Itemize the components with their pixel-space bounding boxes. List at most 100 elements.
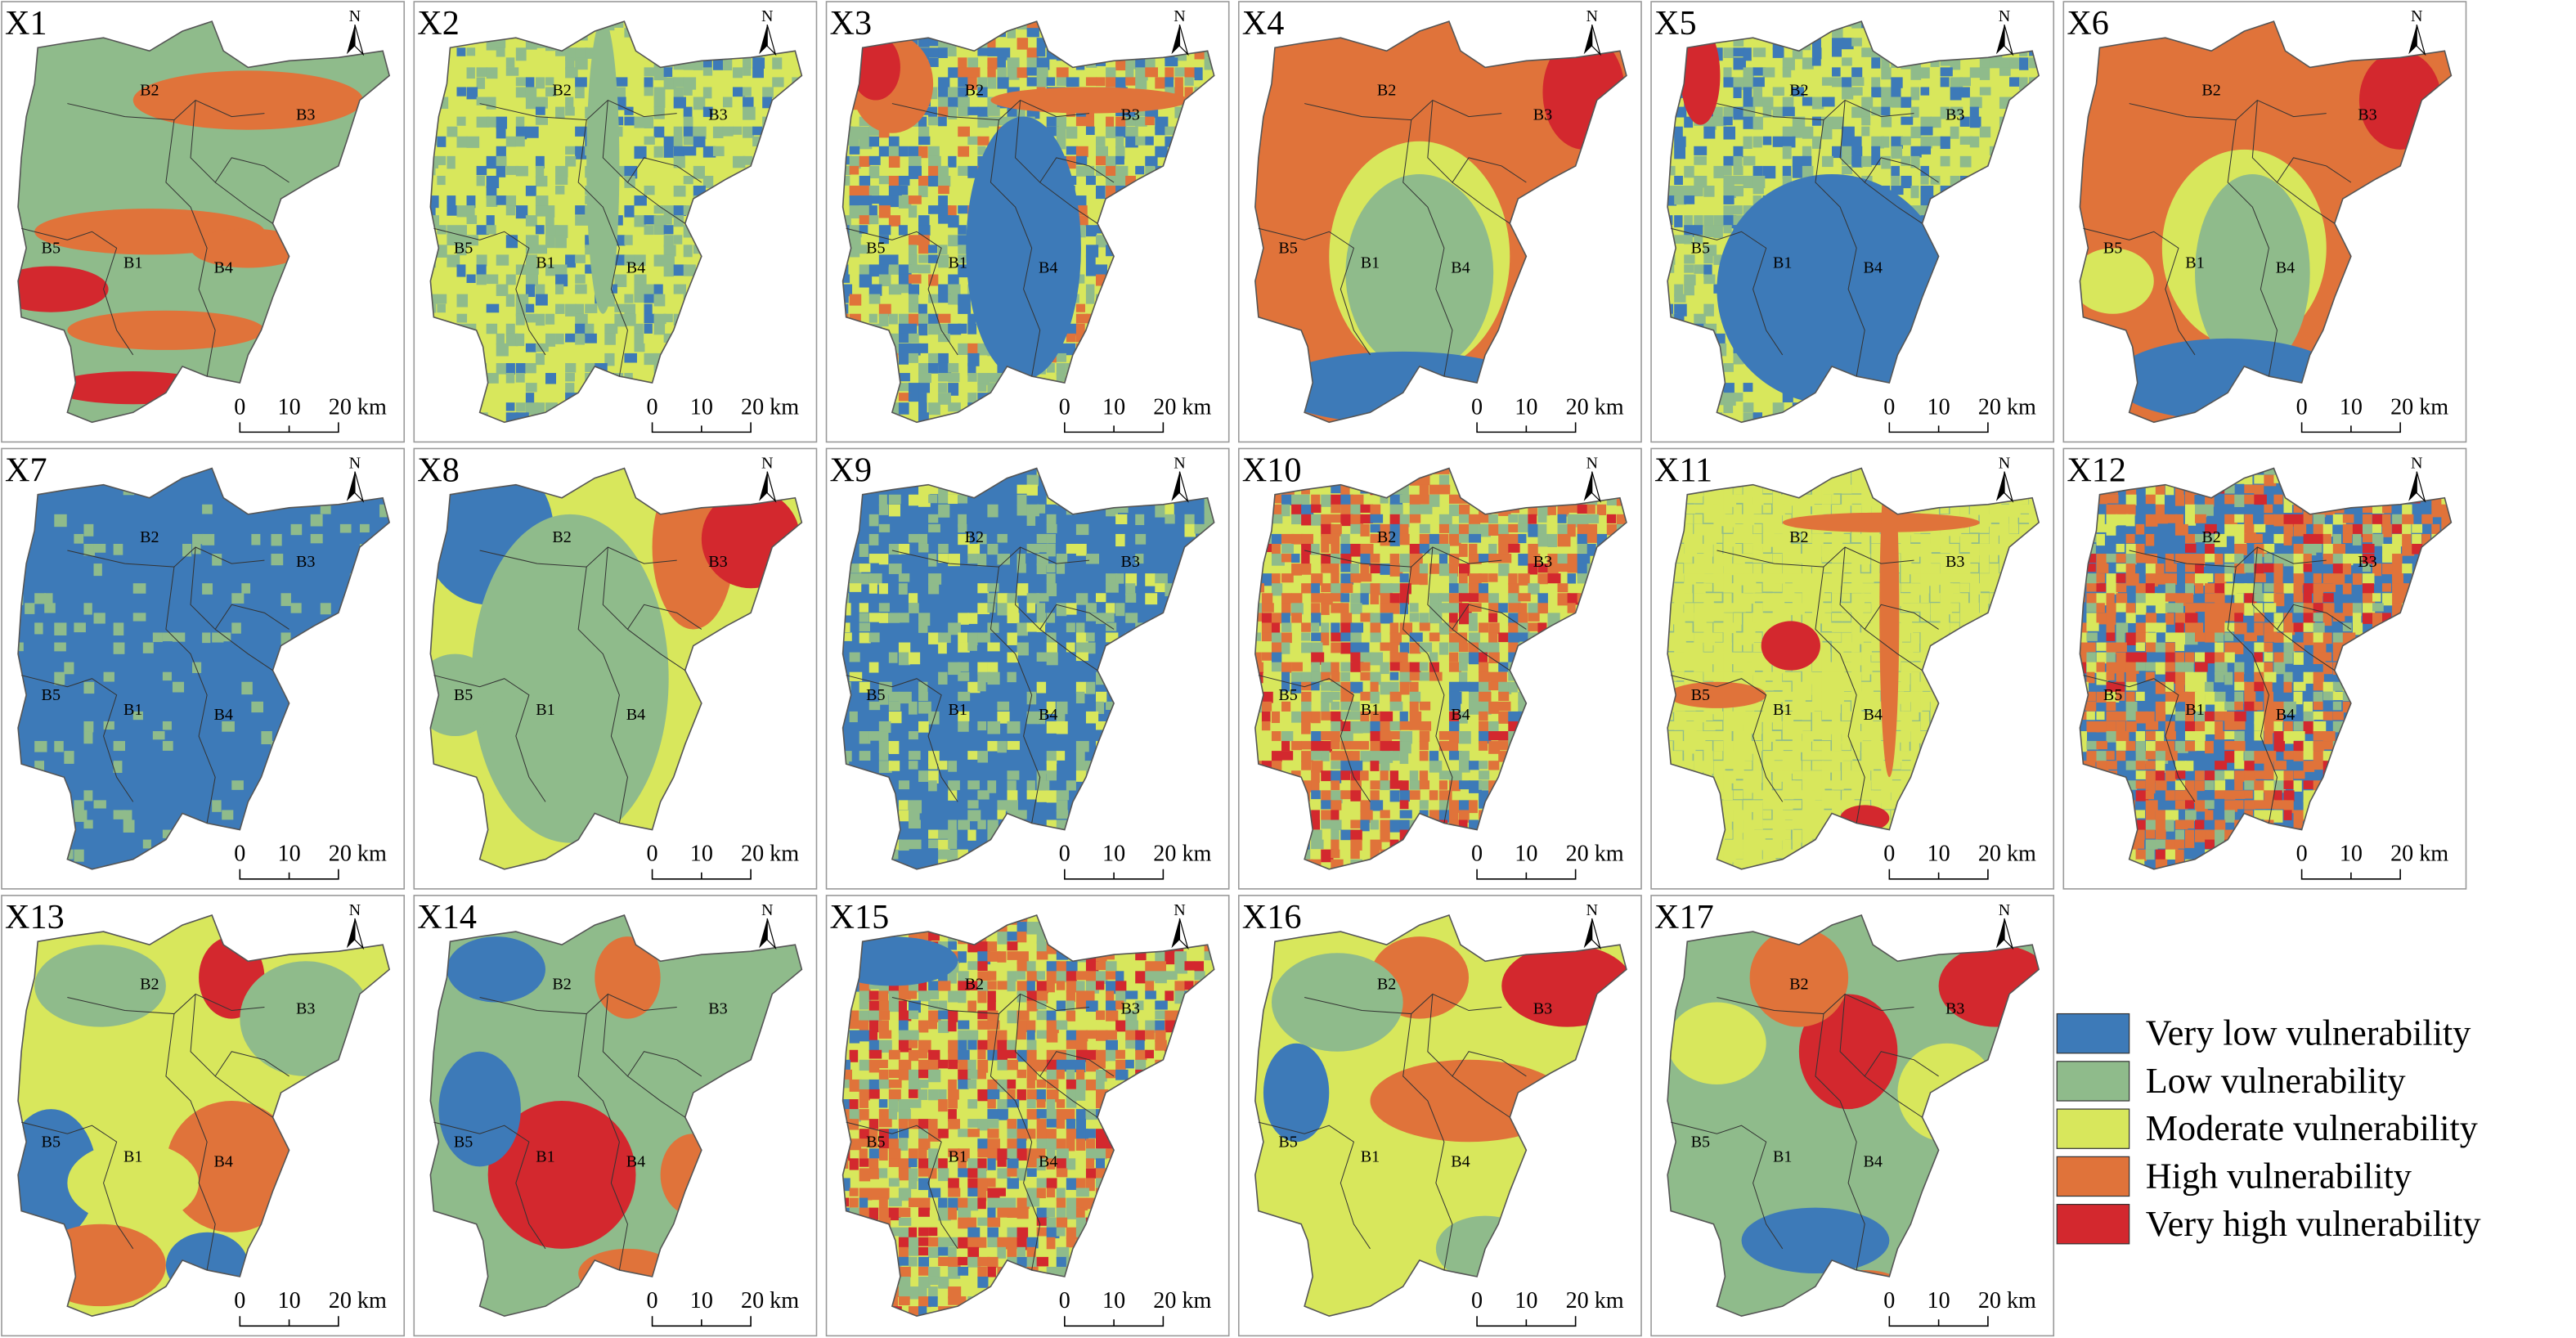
basin-border [891, 993, 1090, 1015]
map-panel: B1 B2 B3 B4 B5 X1 N 0 10 20 km [1, 1, 406, 443]
scale-label: 0 [647, 842, 658, 867]
map-zone [595, 936, 661, 1019]
region-outline [841, 20, 1215, 424]
north-label: N [761, 7, 774, 25]
scale-label: 0 [234, 394, 245, 420]
panel-label: X17 [1654, 898, 1714, 936]
basin-border [1717, 993, 1914, 1015]
basin-border [1427, 546, 1527, 631]
basin-label: B5 [1278, 239, 1297, 257]
scale-label: 0 [1883, 1288, 1895, 1313]
basin-label: B1 [949, 254, 967, 272]
basin-border [20, 1121, 134, 1250]
basin-border [1258, 1121, 1371, 1250]
north-arrow [1591, 918, 1601, 950]
map-panel: B1 B2 B3 B4 B5 X10 N 0 10 20 km [1237, 447, 1642, 890]
scale-label: 10 [690, 394, 713, 420]
map-zone [67, 310, 265, 350]
basin-border [990, 119, 1041, 377]
scale-label: 20 km [741, 1288, 799, 1313]
basin-border [1427, 994, 1527, 1077]
map-zone [191, 228, 306, 268]
region-outline [2079, 467, 2453, 870]
basin-label: B3 [1533, 553, 1552, 571]
north-label: N [2411, 7, 2423, 25]
scale-label: 0 [1471, 1288, 1483, 1313]
scale-bar [651, 1316, 752, 1327]
basin-border [433, 1121, 546, 1250]
basin-border [20, 227, 134, 356]
basin-label: B5 [1278, 686, 1297, 704]
scale-label: 0 [234, 842, 245, 867]
basin-border [602, 100, 702, 183]
map-zone [2195, 173, 2310, 372]
panel-label: X16 [1242, 898, 1302, 936]
scale-label: 0 [1059, 394, 1070, 420]
north-arrow [1995, 25, 2004, 55]
region-outline [1667, 20, 2040, 424]
basin-border [1717, 546, 1914, 568]
scale-bar [1476, 869, 1577, 880]
north-label: N [349, 901, 361, 919]
map-panel: B1 B2 B3 B4 B5 X9 N 0 10 20 km [825, 447, 1230, 890]
map-zone [447, 936, 545, 1003]
scale-label: 0 [1059, 1288, 1070, 1313]
basin-border [1671, 227, 1784, 356]
map-zone [1761, 621, 1820, 671]
region-outline [2079, 20, 2453, 424]
north-arrow [759, 918, 768, 949]
scale-label: 10 [1102, 1288, 1125, 1313]
map-panel: B1 B2 B3 B4 B5 X2 N 0 10 20 km [413, 1, 818, 443]
basin-border [577, 567, 628, 824]
legend-label: Very high vulnerability [2146, 1204, 2481, 1244]
basin-label: B3 [296, 553, 315, 571]
basin-border [67, 546, 265, 568]
north-arrow [346, 918, 355, 949]
basin-label: B5 [42, 1133, 61, 1151]
north-label: N [349, 455, 361, 473]
map-panel: B1 B2 B3 B4 B5 X15 N 0 10 20 km [825, 895, 1230, 1337]
basin-border [846, 227, 958, 356]
basin-label: B5 [42, 239, 61, 257]
basin-label: B4 [1451, 258, 1470, 276]
scale-label: 10 [1515, 394, 1537, 420]
scale-label: 10 [278, 394, 301, 420]
basin-label: B4 [214, 1152, 233, 1170]
north-label: N [1174, 455, 1186, 473]
basin-label: B3 [1120, 553, 1139, 571]
scale-label: 20 km [329, 394, 387, 420]
scale-label: 0 [647, 1288, 658, 1313]
basin-label: B2 [552, 82, 571, 100]
scale-label: 0 [2296, 842, 2308, 867]
basin-label: B2 [552, 975, 571, 993]
region-outline [1254, 20, 1627, 424]
basin-label: B4 [1039, 258, 1057, 276]
basin-label: B3 [1945, 553, 1964, 571]
map-zone [438, 1051, 521, 1167]
basin-label: B2 [2201, 82, 2220, 100]
basin-label: B4 [214, 706, 233, 724]
scale-bar [651, 422, 752, 433]
basin-border [846, 1121, 958, 1250]
region-outline [429, 914, 803, 1318]
legend-swatch [2056, 1108, 2130, 1149]
map-panel: B1 B2 B3 B4 B5 X4 N 0 10 20 km [1237, 1, 1642, 443]
basin-border [1402, 567, 1453, 824]
map-panel: B1 B2 B3 B4 B5 X12 N 0 10 20 km [2062, 447, 2467, 890]
scale-label: 20 km [1978, 842, 2036, 867]
north-arrow [354, 471, 365, 503]
north-arrow [1995, 918, 2004, 949]
basin-label: B3 [2358, 106, 2376, 124]
basin-border [627, 629, 686, 671]
map-zone [1798, 994, 1898, 1110]
basin-border [846, 675, 958, 802]
basin-border [891, 99, 1090, 121]
basin-label: B4 [1039, 1152, 1057, 1170]
panel-label: X10 [1242, 451, 1302, 490]
map-zone [966, 116, 1081, 380]
map-zone [132, 70, 363, 130]
basin-label: B3 [2358, 553, 2376, 571]
basin-border [67, 993, 265, 1015]
basin-label: B2 [140, 82, 159, 100]
region-outline [1254, 467, 1627, 870]
